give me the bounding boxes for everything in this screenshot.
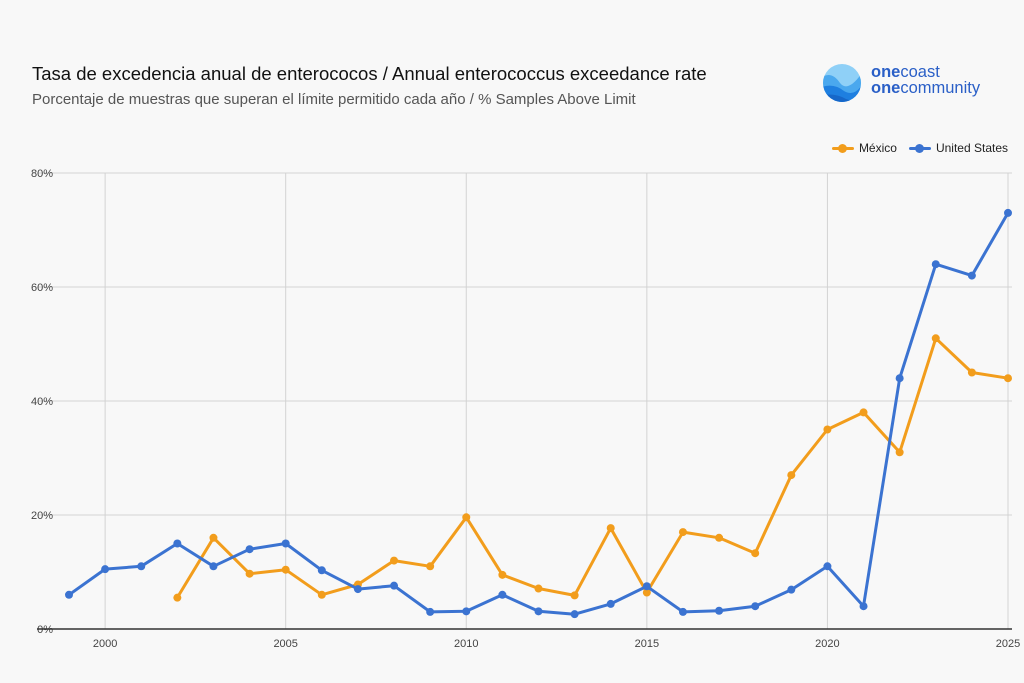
data-point: [787, 471, 796, 480]
data-point: [281, 565, 290, 574]
y-tick-label: 20%: [31, 510, 53, 522]
data-point: [317, 590, 326, 599]
legend-item-mexico[interactable]: México: [831, 141, 897, 155]
grid-lines: [37, 172, 1012, 629]
series-line: [175, 336, 1010, 600]
legend-swatch-mexico: [831, 142, 854, 154]
data-point: [101, 565, 110, 574]
legend-item-united-states[interactable]: United States: [908, 141, 1008, 155]
y-tick-label: 40%: [31, 396, 53, 408]
data-point: [353, 585, 362, 594]
data-point: [245, 569, 254, 578]
chart-legend: México United States: [820, 141, 1008, 155]
logo-word-one: one: [871, 63, 901, 81]
x-tick-label: 2010: [454, 638, 478, 650]
data-point: [642, 588, 651, 597]
data-point: [895, 374, 904, 383]
series-layer: [65, 208, 1012, 619]
y-axis-ticks: 0% 20% 40% 60% 80%: [31, 168, 53, 636]
data-point: [173, 593, 182, 602]
data-point: [317, 566, 326, 575]
x-tick-label: 2020: [815, 638, 839, 650]
x-tick-label: 2015: [635, 638, 659, 650]
data-point: [715, 606, 724, 615]
y-tick-label: 60%: [31, 282, 53, 294]
chart-title: Tasa de excedencia anual de enterococos …: [32, 63, 707, 84]
chart-subtitle: Porcentaje de muestras que superan el lí…: [32, 91, 636, 108]
data-point: [751, 549, 760, 558]
data-point: [65, 590, 73, 599]
data-point: [137, 562, 146, 571]
data-point: [534, 607, 543, 616]
data-point: [751, 602, 760, 611]
data-point: [967, 368, 976, 377]
data-point: [931, 260, 940, 269]
data-point: [895, 448, 904, 457]
logo-text: onecoast onecommunity: [871, 63, 981, 97]
data-point: [967, 271, 976, 280]
data-point: [823, 425, 832, 434]
data-point: [787, 585, 796, 594]
logo-word-community: community: [900, 79, 981, 97]
series-united-states: [65, 208, 1012, 619]
logo-word-coast: coast: [900, 63, 940, 81]
data-point: [570, 591, 579, 600]
x-tick-label: 2000: [93, 638, 117, 650]
data-point: [931, 334, 940, 343]
data-point: [606, 524, 615, 533]
legend-swatch-united-states: [908, 142, 931, 154]
data-point: [209, 533, 218, 542]
x-axis-ticks: 2000 2005 2010 2015 2020 2025: [93, 638, 1020, 650]
data-point: [281, 539, 290, 548]
data-point: [534, 584, 543, 593]
data-point: [823, 562, 832, 571]
one-coast-one-community-logo: onecoast onecommunity: [822, 62, 1012, 104]
logo-word-one-2: one: [871, 79, 901, 97]
data-point: [1004, 208, 1012, 217]
series-mexico: [173, 334, 1012, 602]
legend-label-mexico: México: [858, 141, 897, 155]
data-point: [606, 599, 615, 608]
data-point: [859, 602, 868, 611]
data-point: [715, 533, 724, 542]
data-point: [462, 607, 471, 616]
data-point: [245, 545, 254, 554]
data-point: [173, 539, 182, 548]
data-point: [859, 408, 868, 417]
x-tick-label: 2025: [996, 638, 1020, 650]
data-point: [498, 590, 507, 599]
wave-globe-icon: [823, 64, 861, 102]
data-point: [1004, 374, 1012, 383]
data-point: [678, 528, 687, 537]
data-point: [678, 607, 687, 616]
data-point: [570, 610, 579, 619]
data-point: [209, 562, 218, 571]
data-point: [390, 556, 399, 565]
data-point: [426, 607, 435, 616]
data-point: [462, 513, 471, 522]
x-tick-label: 2005: [273, 638, 297, 650]
y-tick-label: 80%: [31, 168, 53, 180]
data-point: [426, 562, 435, 571]
y-tick-label: 0%: [37, 624, 53, 636]
data-point: [390, 581, 399, 590]
data-point: [642, 582, 651, 591]
data-point: [498, 570, 507, 579]
legend-label-united-states: United States: [935, 141, 1008, 155]
